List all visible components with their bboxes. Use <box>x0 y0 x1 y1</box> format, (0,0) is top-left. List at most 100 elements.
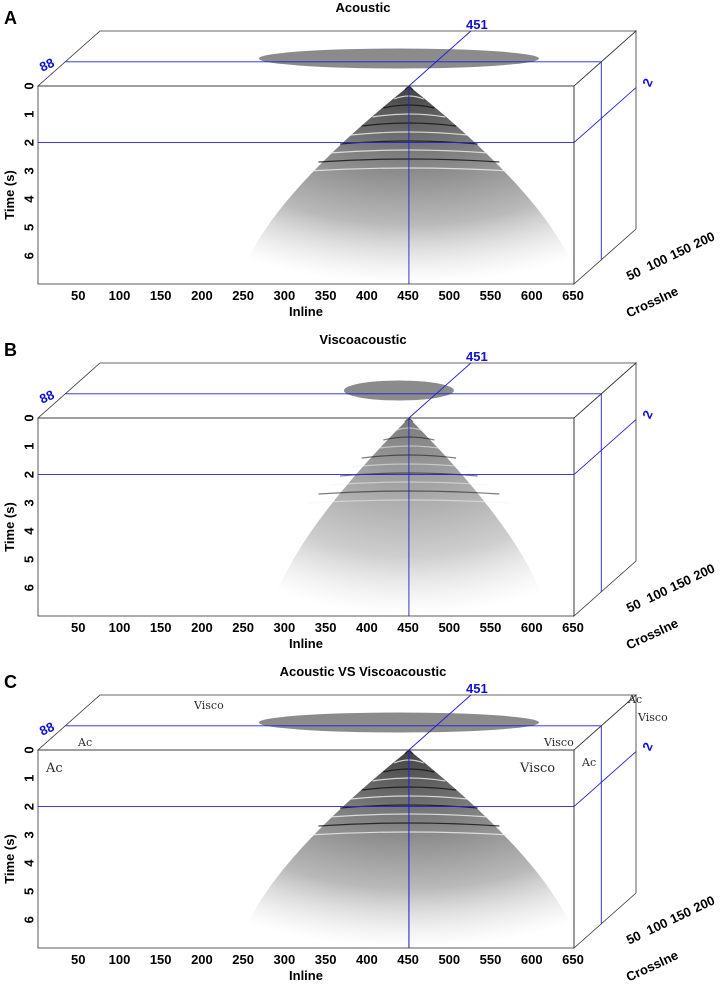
x-tick-label: 250 <box>232 952 254 967</box>
time-slice-label: 2 <box>639 408 656 421</box>
x-tick-label: 350 <box>315 288 337 303</box>
x-axis-label: Inline <box>289 304 323 319</box>
x-tick-label: 450 <box>397 620 419 635</box>
x-tick-label: 650 <box>562 620 584 635</box>
x-axis-label: Inline <box>289 636 323 651</box>
inline-slice-label: 451 <box>466 349 488 364</box>
y-tick-label: 6 <box>21 252 36 259</box>
panel-letter: C <box>4 672 17 692</box>
region-label-ac-side: Ac <box>581 756 596 769</box>
side-face <box>573 362 637 617</box>
y-tick-label: 4 <box>21 859 36 867</box>
x-axis-label: Inline <box>289 968 323 983</box>
x-tick-label: 350 <box>315 620 337 635</box>
x-tick-label: 150 <box>150 288 172 303</box>
crossline-slice-label: 88 <box>37 387 56 407</box>
timeslice-event <box>258 712 539 733</box>
region-label-ac-front: Ac <box>45 761 63 776</box>
x-tick-label: 300 <box>274 620 296 635</box>
y-axis-label: Time (s) <box>2 170 17 220</box>
x-tick-label: 450 <box>397 952 419 967</box>
x-tick-label: 100 <box>109 288 131 303</box>
z-tick-label: 200 <box>691 229 717 252</box>
panel-letter: B <box>4 340 17 360</box>
region-label-visco-top-right: Visco <box>543 736 574 749</box>
x-tick-label: 450 <box>397 288 419 303</box>
x-tick-label: 400 <box>356 288 378 303</box>
timeslice-event <box>258 48 539 69</box>
inline-slice-label: 451 <box>466 17 488 32</box>
y-tick-label: 3 <box>21 167 36 174</box>
top-face <box>36 362 638 419</box>
y-tick-label: 4 <box>21 527 36 535</box>
x-tick-label: 300 <box>274 288 296 303</box>
x-tick-label: 100 <box>109 620 131 635</box>
x-tick-label: 300 <box>274 952 296 967</box>
y-tick-label: 6 <box>21 584 36 591</box>
y-tick-label: 5 <box>21 888 36 895</box>
y-tick-label: 0 <box>21 82 36 89</box>
y-tick-label: 1 <box>21 775 36 782</box>
inline-slice-line-top <box>408 30 472 87</box>
x-tick-label: 50 <box>71 952 85 967</box>
x-tick-label: 500 <box>438 620 460 635</box>
z-tick-label: 100 <box>644 251 670 274</box>
panel-title: Viscoacoustic <box>319 332 406 347</box>
x-tick-label: 500 <box>438 952 460 967</box>
time-slice-line-side <box>573 419 637 475</box>
x-tick-label: 100 <box>109 952 131 967</box>
panel-letter: A <box>4 8 17 28</box>
timeslice-event <box>343 380 454 401</box>
panel-title: Acoustic VS Viscoacoustic <box>280 664 447 679</box>
y-tick-label: 2 <box>21 471 36 478</box>
inline-slice-line-top <box>408 694 472 751</box>
z-tick-label: 50 <box>624 264 643 284</box>
y-tick-label: 4 <box>21 195 36 203</box>
region-label-ac-top: Ac <box>77 736 92 749</box>
z-tick-label: 200 <box>691 561 717 584</box>
z-tick-label: 150 <box>668 572 694 595</box>
x-tick-label: 600 <box>521 288 543 303</box>
panel-c: C Acoustic VS Viscoacoustic 451 88 2 0 1 2 3 4 5 6 T… <box>2 664 717 984</box>
y-tick-label: 3 <box>21 831 36 838</box>
y-axis-label: Time (s) <box>2 834 17 884</box>
x-tick-label: 150 <box>150 952 172 967</box>
y-tick-label: 6 <box>21 916 36 923</box>
panel-title: Acoustic <box>336 0 391 15</box>
inline-slice-line-top <box>408 362 472 419</box>
x-tick-label: 50 <box>71 288 85 303</box>
x-tick-label: 600 <box>521 620 543 635</box>
y-axis-label: Time (s) <box>2 502 17 552</box>
x-tick-label: 200 <box>191 952 213 967</box>
y-tick-label: 1 <box>21 443 36 450</box>
side-face <box>573 694 637 949</box>
x-tick-label: 400 <box>356 952 378 967</box>
x-tick-label: 400 <box>356 620 378 635</box>
x-tick-label: 650 <box>562 952 584 967</box>
z-tick-label: 200 <box>691 893 717 916</box>
region-label-visco-top: Visco <box>193 699 224 712</box>
inline-slice-label: 451 <box>466 681 488 696</box>
z-tick-label: 100 <box>644 583 670 606</box>
x-tick-label: 200 <box>191 288 213 303</box>
z-axis-label: Crosslne <box>624 283 681 320</box>
time-slice-label: 2 <box>639 740 656 753</box>
y-tick-label: 2 <box>21 803 36 810</box>
z-tick-label: 50 <box>624 596 643 616</box>
x-tick-label: 200 <box>191 620 213 635</box>
z-axis-label: Crosslne <box>624 947 681 984</box>
z-tick-label: 100 <box>644 915 670 938</box>
y-tick-label: 5 <box>21 224 36 231</box>
x-tick-label: 250 <box>232 288 254 303</box>
x-tick-label: 150 <box>150 620 172 635</box>
x-tick-label: 250 <box>232 620 254 635</box>
time-slice-line-side <box>573 751 637 807</box>
crossline-slice-label: 88 <box>37 55 56 75</box>
y-tick-label: 3 <box>21 499 36 506</box>
region-label-ac-side-top: Ac <box>627 693 642 706</box>
x-tick-label: 550 <box>480 952 502 967</box>
side-face <box>573 30 637 285</box>
